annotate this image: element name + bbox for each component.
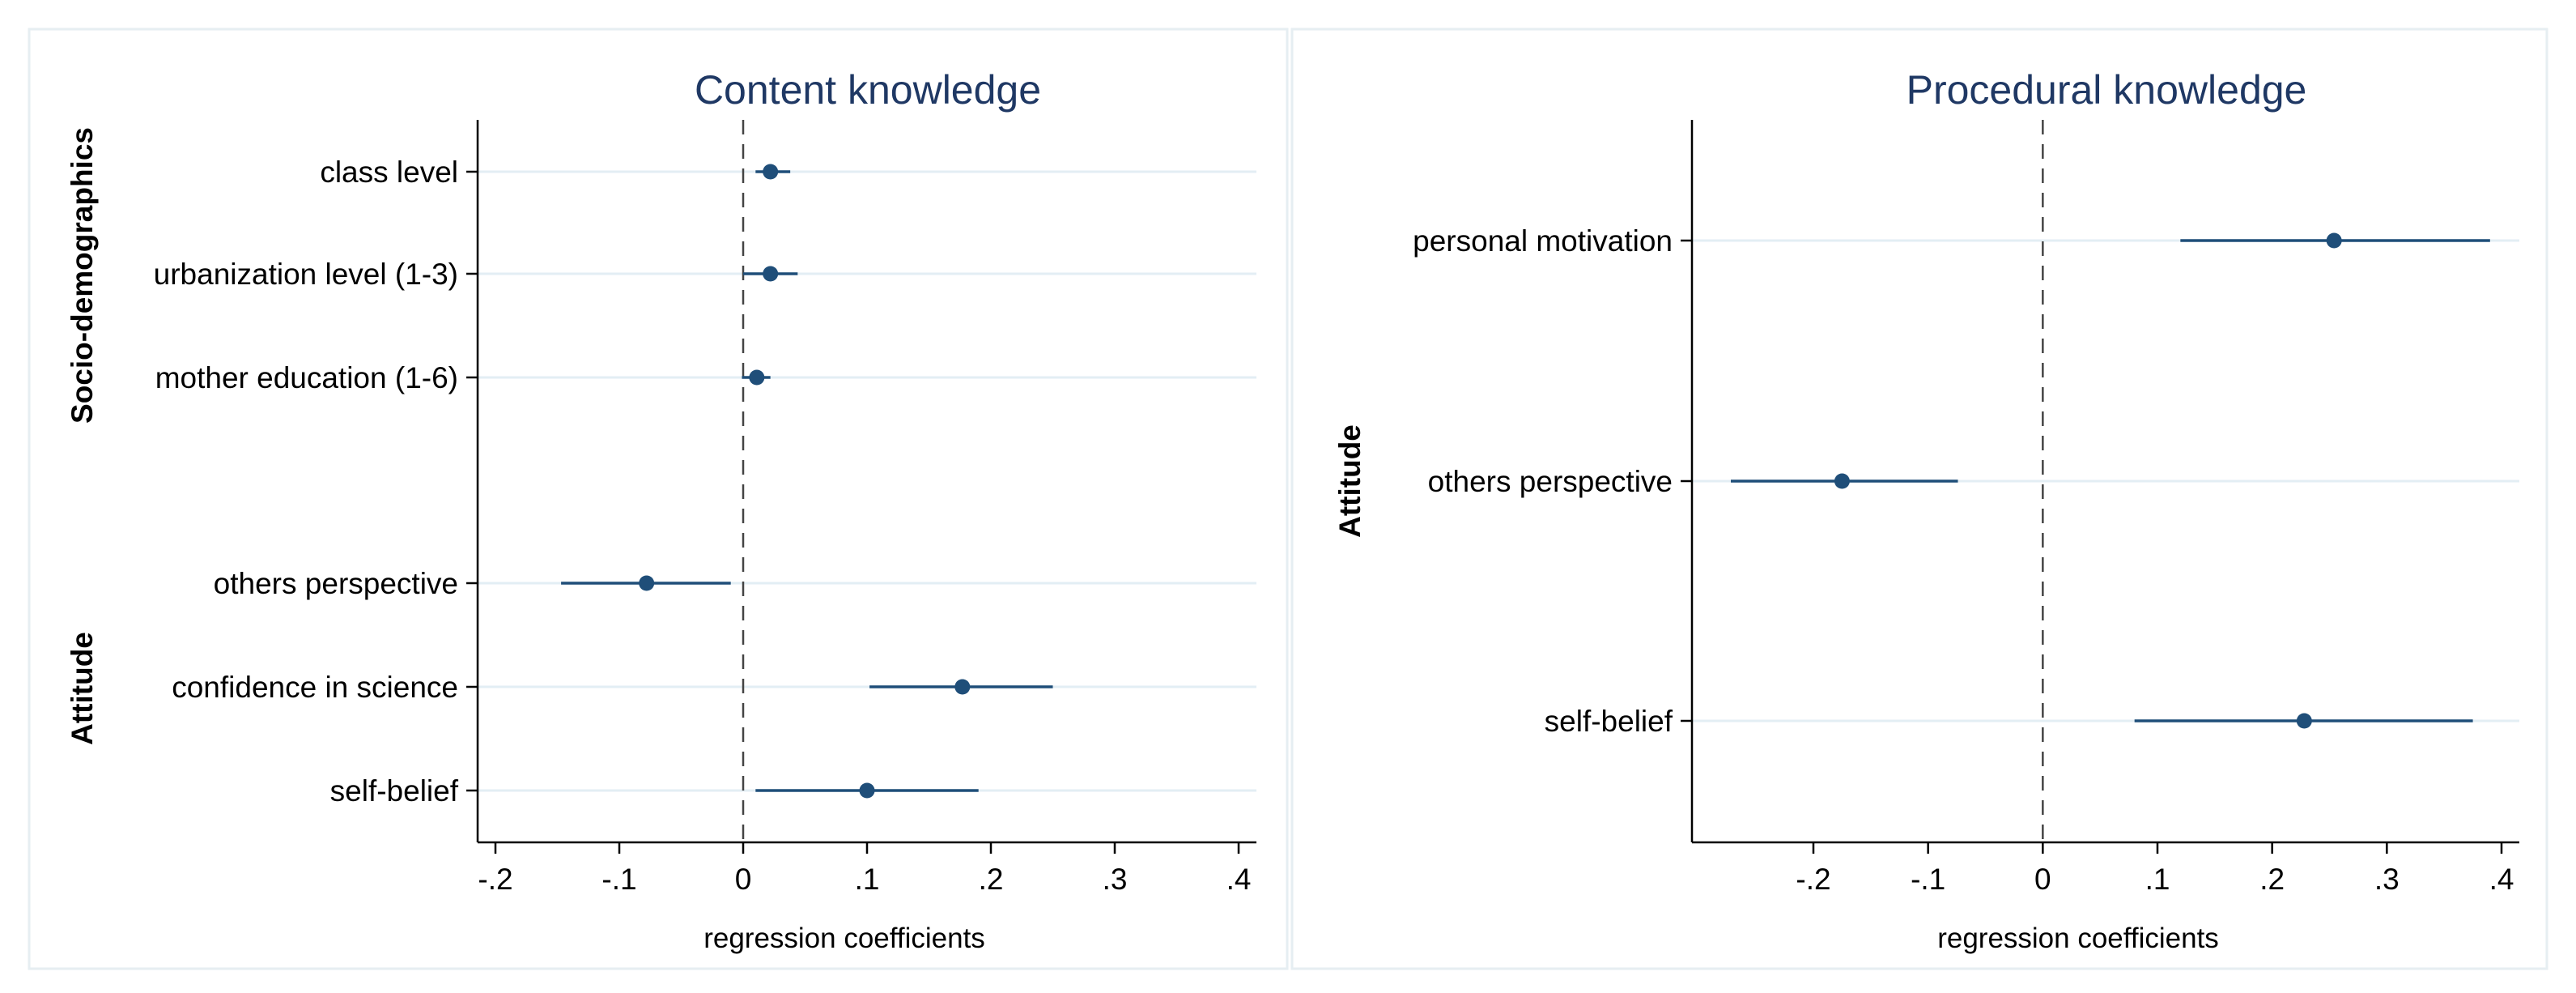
- y-tick-label: class level: [320, 156, 458, 189]
- y-labels: personal motivation others perspective sel…: [1413, 224, 1673, 738]
- x-tick-label: 0: [735, 863, 752, 896]
- x-tick-label: -.2: [478, 863, 512, 896]
- x-tick-label: -.2: [1796, 863, 1830, 896]
- x-tick-label: .2: [2259, 863, 2285, 896]
- group-label-attitude: Attitude: [66, 632, 99, 745]
- y-tick-label: confidence in science: [172, 671, 458, 704]
- x-tick-label: .4: [2489, 863, 2514, 896]
- x-tick-label: .1: [855, 863, 880, 896]
- x-tick-label: .4: [1226, 863, 1252, 896]
- x-axis-label: regression coefficients: [1937, 923, 2219, 954]
- axes: [1681, 120, 2519, 844]
- point-estimate: [763, 164, 779, 180]
- right-panel-frame: [1290, 28, 2548, 970]
- estimates: [1731, 232, 2490, 729]
- y-tick-label: personal motivation: [1413, 224, 1673, 258]
- point-estimate: [639, 575, 655, 591]
- y-tick-label: self-belief: [330, 774, 459, 808]
- y-labels: class level urbanization level (1-3) mothe…: [154, 156, 459, 808]
- group-label-socio-demographics: Socio-demographics: [66, 127, 99, 424]
- panel-title: Procedural knowledge: [1906, 67, 2307, 113]
- estimates: [561, 164, 1053, 799]
- x-tick-label: 0: [2034, 863, 2051, 896]
- panel-title: Content knowledge: [695, 67, 1041, 113]
- x-tick-label: .1: [2145, 863, 2170, 896]
- x-ticks: -.2 -.1 0 .1 .2 .3 .4: [478, 842, 1251, 896]
- point-estimate: [763, 266, 779, 282]
- procedural-knowledge-panel: Procedural knowledge regression coeffici…: [1333, 67, 2519, 954]
- content-knowledge-panel: Content knowledge regression coefficient…: [66, 67, 1256, 954]
- x-tick-label: .2: [979, 863, 1004, 896]
- group-label-attitude: Attitude: [1333, 424, 1367, 538]
- x-ticks: -.2 -.1 0 .1 .2 .3 .4: [1796, 842, 2514, 896]
- left-panel-frame: [28, 28, 1289, 970]
- x-tick-label: .3: [1103, 863, 1128, 896]
- y-tick-label: others perspective: [1428, 465, 1673, 498]
- point-estimate: [1834, 473, 1850, 489]
- y-tick-label: urbanization level (1-3): [154, 258, 458, 291]
- x-axis-label: regression coefficients: [704, 923, 985, 954]
- point-estimate: [2296, 713, 2312, 729]
- x-tick-label: -.1: [1911, 863, 1945, 896]
- y-tick-label: others perspective: [214, 567, 458, 600]
- y-tick-label: self-belief: [1545, 705, 1673, 738]
- point-estimate: [749, 369, 765, 386]
- point-estimate: [954, 679, 971, 695]
- x-tick-label: .3: [2374, 863, 2400, 896]
- x-tick-label: -.1: [601, 863, 636, 896]
- y-tick-label: mother education (1-6): [155, 361, 458, 394]
- point-estimate: [2326, 232, 2342, 249]
- point-estimate: [859, 782, 875, 799]
